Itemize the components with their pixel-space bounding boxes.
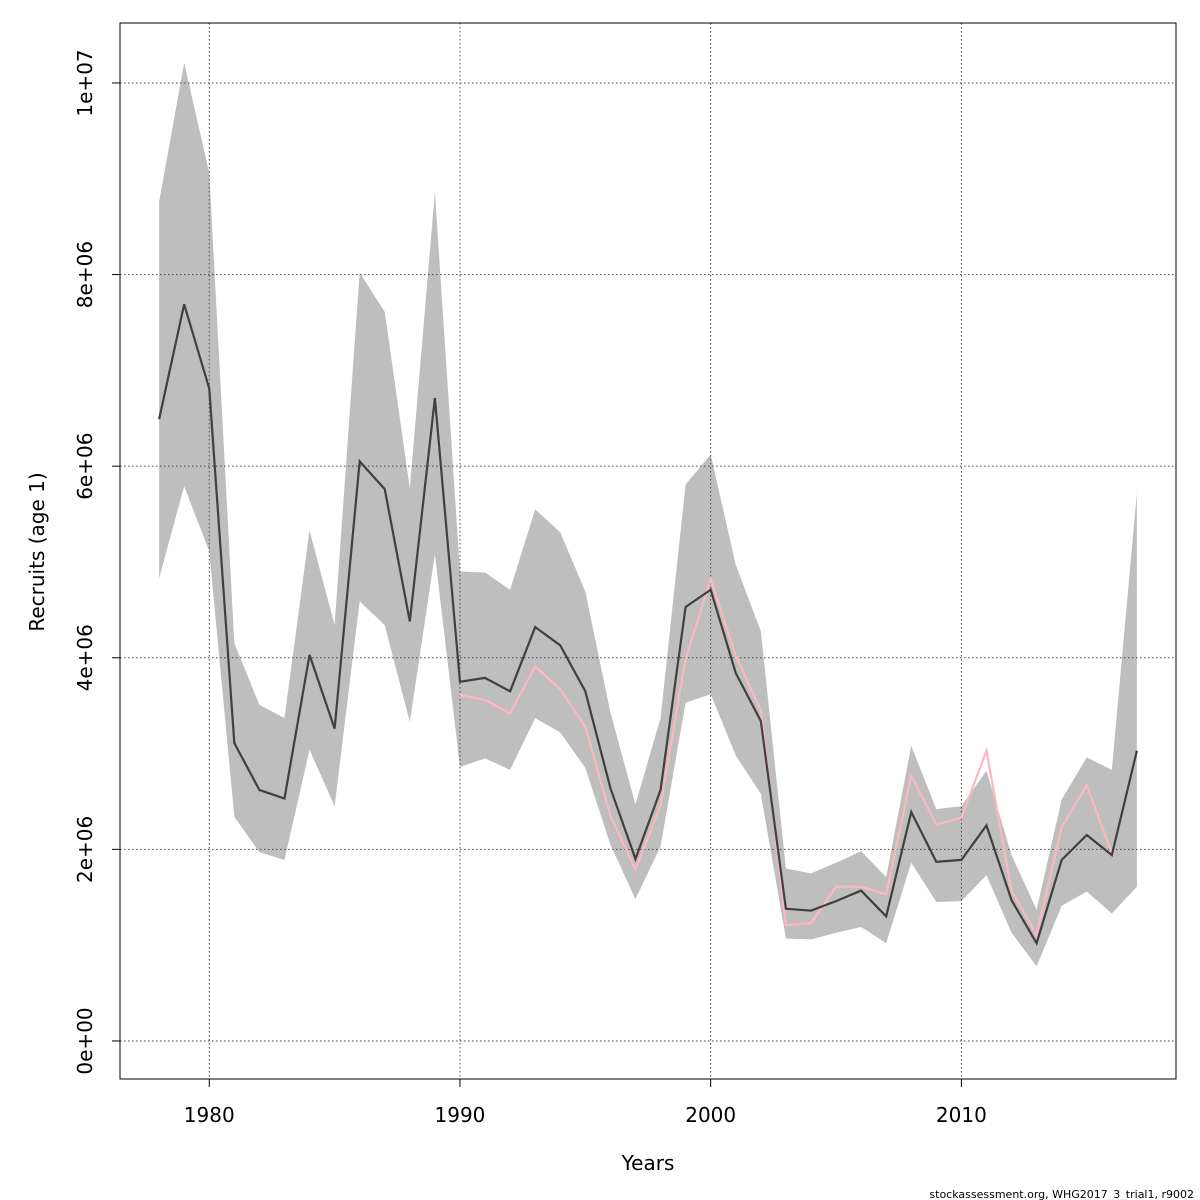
x-tick-label: 1980 [184, 1103, 235, 1127]
footer: stockassessment.org, WHG2017_3_trial1, r… [929, 1188, 1194, 1200]
x-tick-label: 1990 [435, 1103, 486, 1127]
x-tick-label: 2010 [936, 1103, 987, 1127]
y-tick-label: 2e+06 [73, 816, 97, 883]
x-axis-label: Years [621, 1151, 675, 1175]
confidence-band [159, 62, 1137, 967]
x-tick-label: 2000 [685, 1103, 736, 1127]
series-line [459, 575, 1113, 938]
y-tick-label: 8e+06 [73, 241, 97, 308]
y-axis-label: Recruits (age 1) [25, 472, 49, 631]
y-tick-label: 4e+06 [73, 624, 97, 691]
y-tick-label: 1e+07 [73, 49, 97, 116]
series-line [158, 303, 1138, 946]
y-tick-label: 0e+00 [73, 1007, 97, 1074]
y-tick-label: 6e+06 [73, 433, 97, 500]
plot-frame [119, 22, 1177, 1080]
